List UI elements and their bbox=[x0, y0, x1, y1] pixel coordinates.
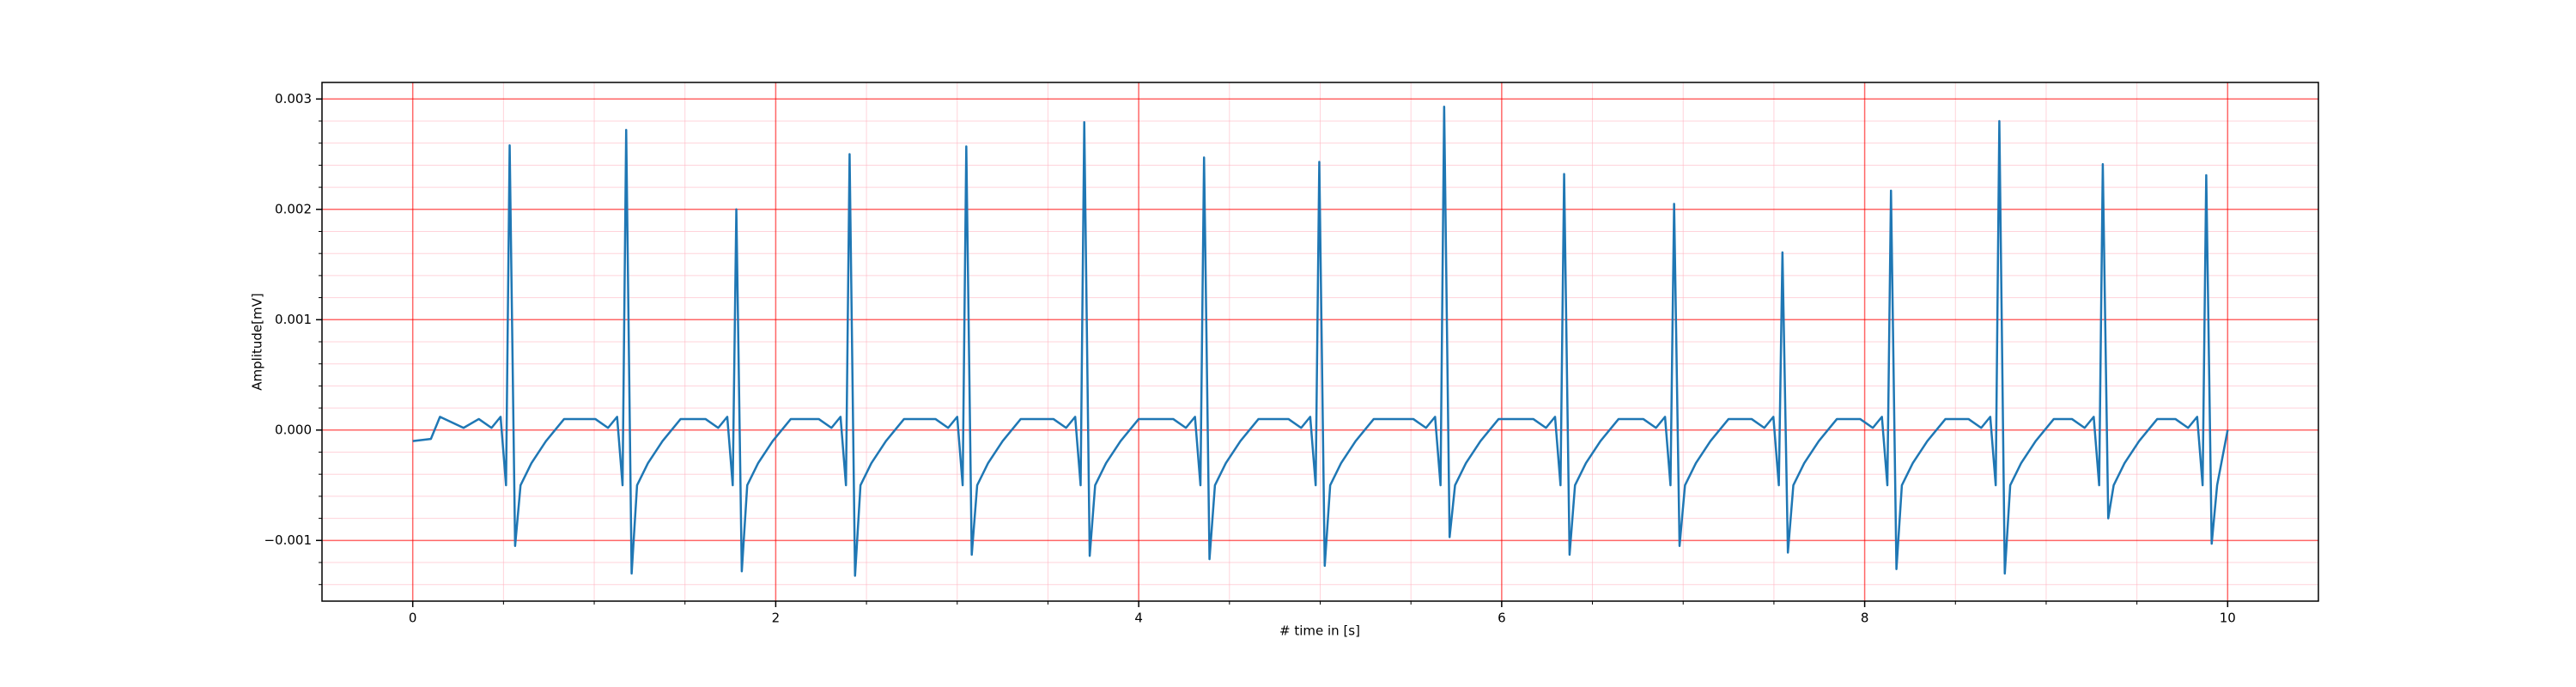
x-axis-label: # time in [s] bbox=[1279, 623, 1360, 639]
y-tick-label: 0.001 bbox=[275, 312, 312, 327]
y-tick-label: 0.003 bbox=[275, 91, 312, 106]
x-tick-label: 8 bbox=[1861, 611, 1869, 626]
signal-line bbox=[412, 106, 2229, 577]
x-tick-label: 2 bbox=[772, 611, 781, 626]
x-tick-label: 0 bbox=[409, 611, 417, 626]
x-tick-label: 4 bbox=[1134, 611, 1143, 626]
y-axis-label: Amplitude[mV] bbox=[250, 293, 265, 390]
plot-frame bbox=[321, 82, 2319, 602]
x-tick-label: 10 bbox=[2220, 611, 2236, 626]
y-tick-label: 0.000 bbox=[275, 422, 312, 437]
y-tick-label: −0.001 bbox=[264, 532, 312, 548]
y-tick-label: 0.002 bbox=[275, 201, 312, 216]
x-tick-label: 6 bbox=[1498, 611, 1506, 626]
